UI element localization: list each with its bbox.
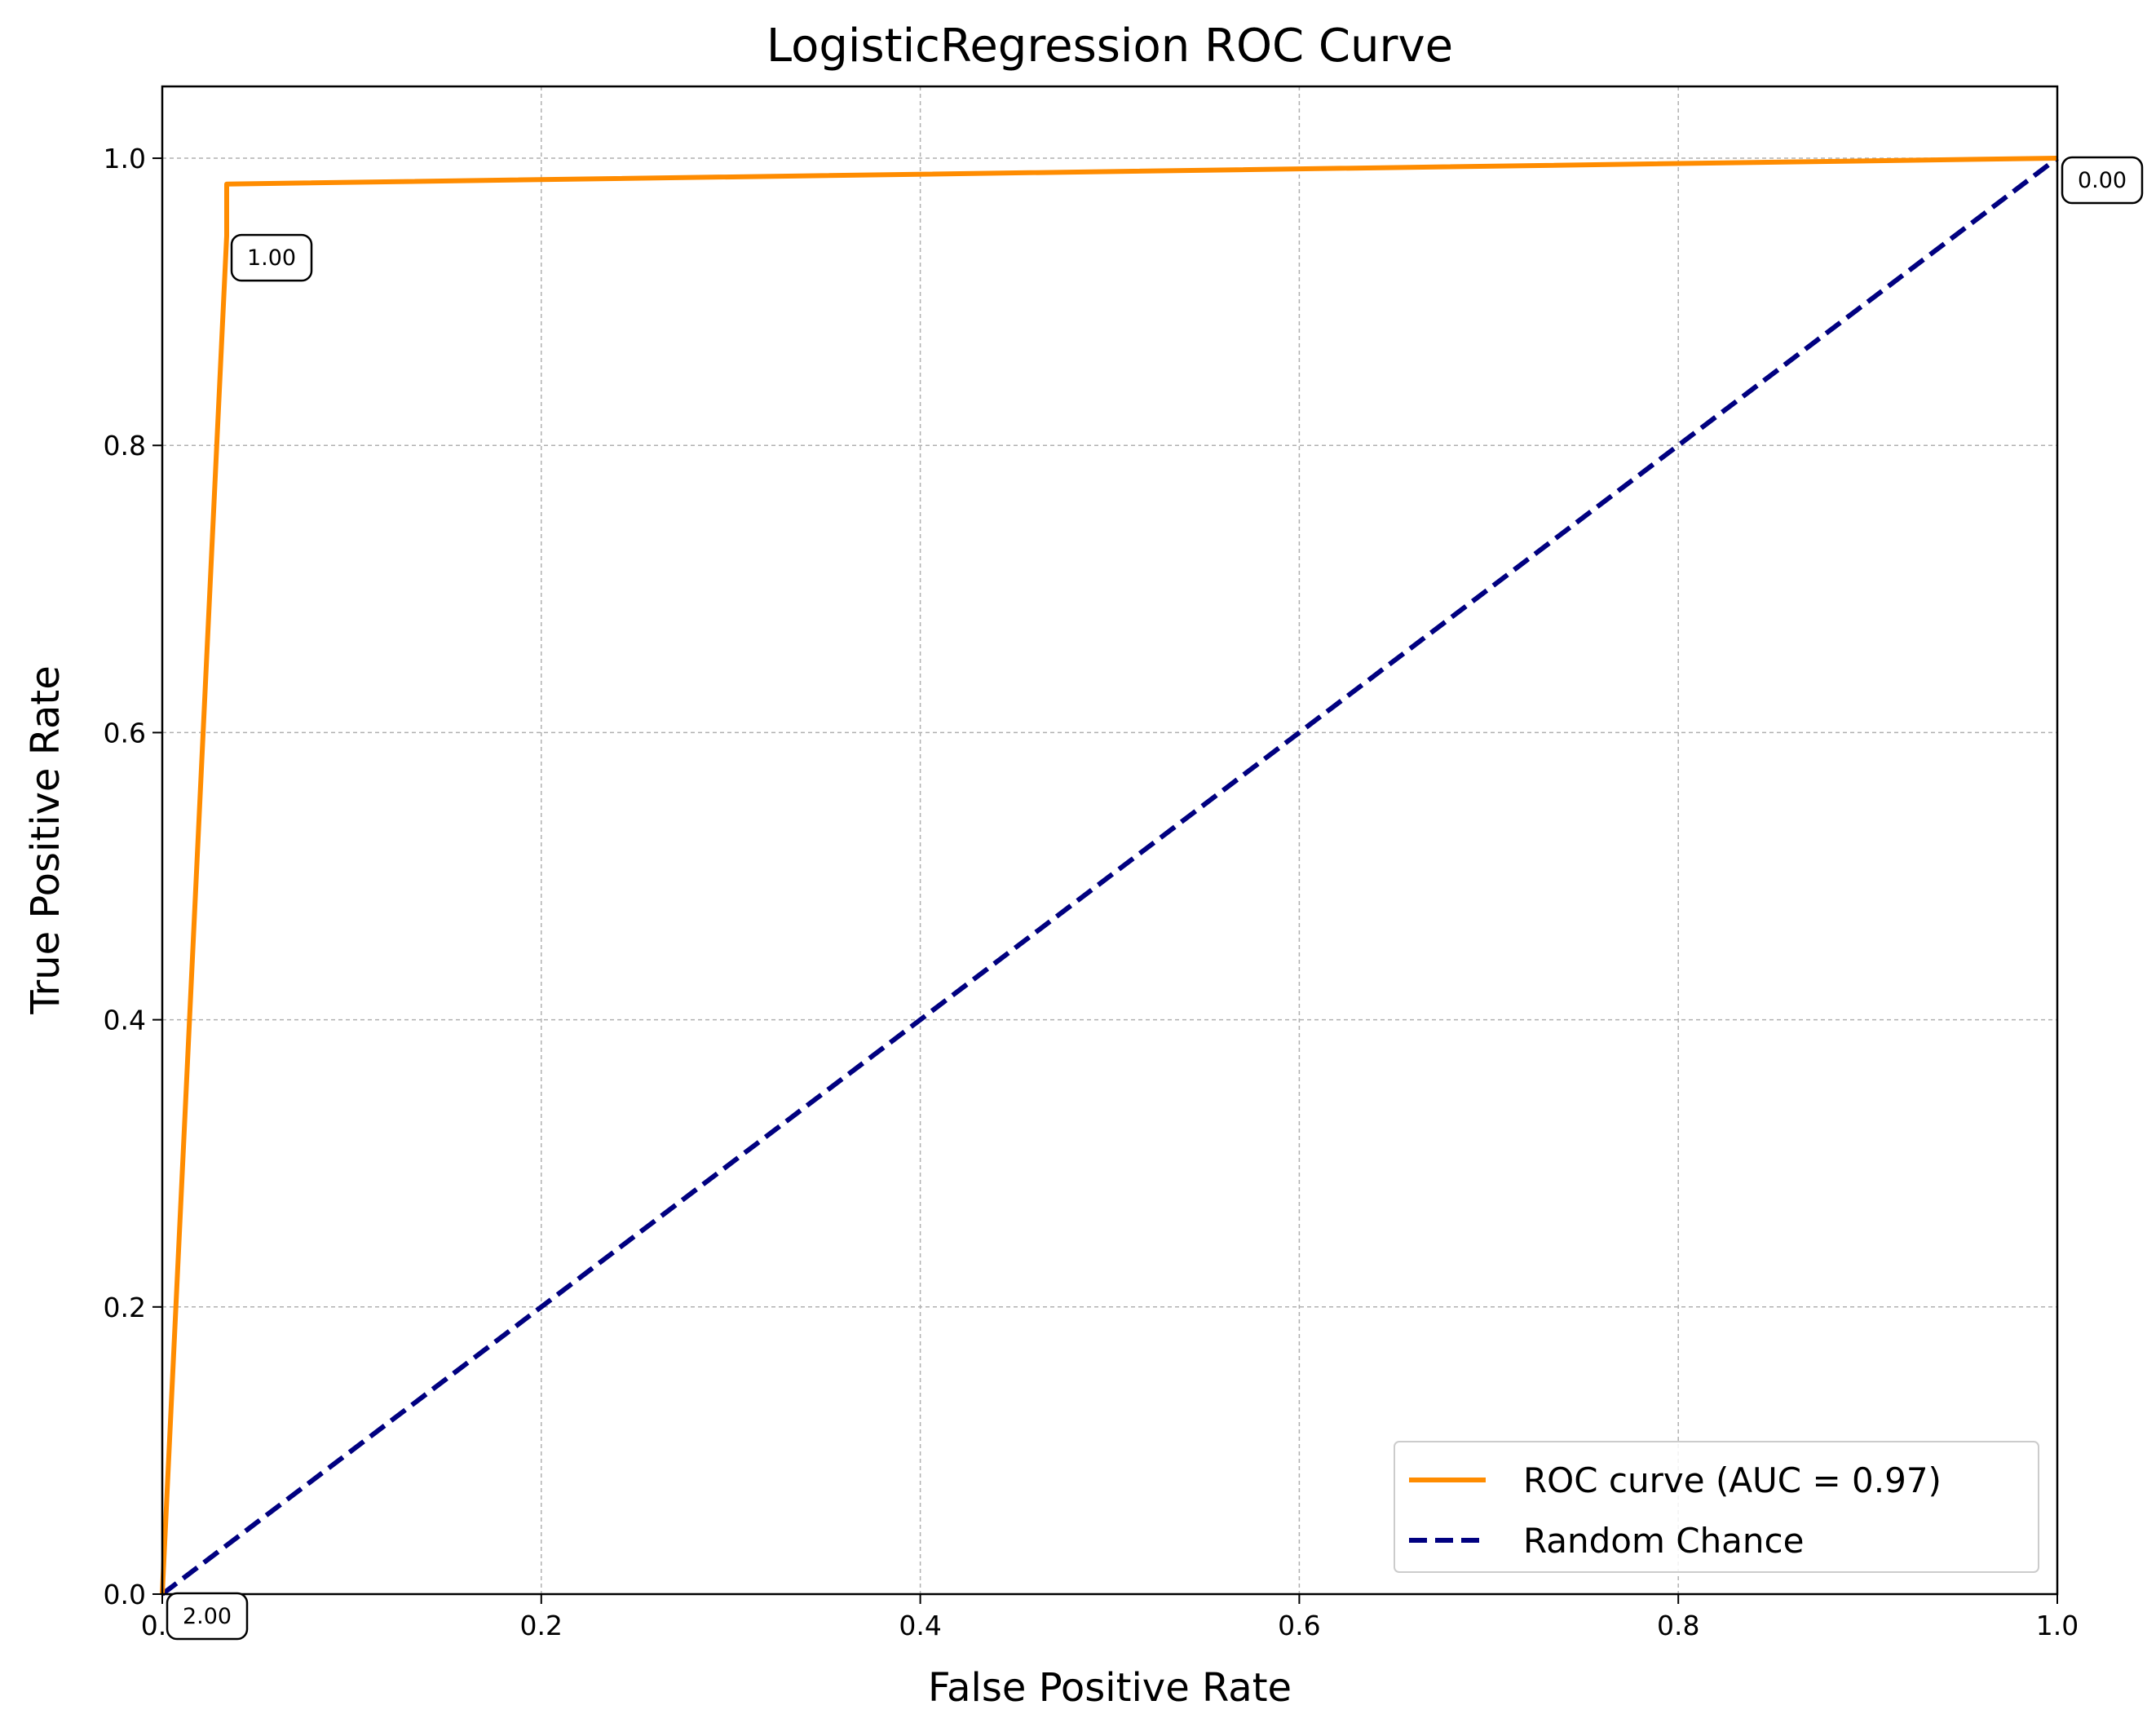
y-tick-label: 0.6: [104, 717, 146, 749]
random-chance-line: [161, 156, 2059, 1597]
x-tick-label: 0.6: [1278, 1610, 1320, 1641]
y-tick-label: 1.0: [104, 143, 146, 174]
x-tick-label: 0.2: [520, 1610, 563, 1641]
annotation-label: 1.00: [247, 245, 296, 271]
axis-ticks: 0.0 0.2 0.4 0.6 0.8 1.00.00.20.40.60.81.0: [104, 143, 2079, 1641]
legend: ROC curve (AUC = 0.97) Random Chance: [1394, 1441, 2039, 1573]
x-axis-title: False Positive Rate: [928, 1665, 1292, 1711]
legend-box: [1394, 1441, 2039, 1573]
annotation-box: [2061, 156, 2144, 205]
chart-title: LogisticRegression ROC Curve: [766, 20, 1453, 73]
annotation-label: 2.00: [183, 1604, 232, 1629]
y-tick-label: 0.0: [104, 1579, 146, 1610]
legend-label: Random Chance: [1523, 1521, 1804, 1561]
y-tick-label: 0.4: [104, 1005, 146, 1036]
grid-lines: [161, 86, 2058, 1595]
threshold-annotations: 2.00 1.00 0.00: [166, 156, 2144, 1641]
y-tick-label: 0.8: [104, 430, 146, 462]
x-tick-label: 1.0: [2036, 1610, 2079, 1641]
annotation-box: [230, 233, 313, 282]
legend-label: ROC curve (AUC = 0.97): [1523, 1460, 1942, 1500]
plot-frame: [161, 85, 2059, 1596]
roc-curve-line: [160, 156, 2058, 1595]
annotation-label: 0.00: [2078, 168, 2127, 193]
x-tick-label: 0.4: [899, 1610, 941, 1641]
y-axis-title: True Positive Rate: [23, 665, 68, 1015]
y-tick-label: 0.2: [104, 1292, 146, 1323]
x-tick-label: 0.8: [1657, 1610, 1699, 1641]
annotation-box: [166, 1592, 249, 1641]
series-lines: [160, 156, 2059, 1597]
